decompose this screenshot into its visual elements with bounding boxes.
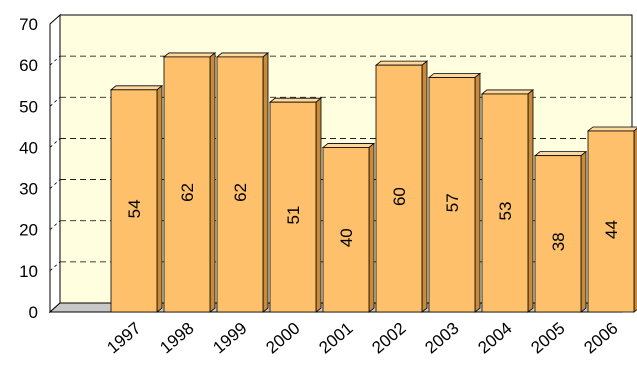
value-labels: 54 62 62 51 40 60 57 53 38 44 xyxy=(125,183,621,251)
bar-value-label: 44 xyxy=(602,220,621,239)
bar-side xyxy=(262,52,269,313)
bar-top xyxy=(215,52,270,58)
y-axis: 0 10 20 30 40 50 60 70 xyxy=(19,15,51,322)
x-tick-label: 2001 xyxy=(315,319,356,358)
gridline-depth xyxy=(49,261,61,272)
gridline-depth xyxy=(49,179,61,189)
x-tick-label: 2005 xyxy=(527,319,568,358)
bar-top xyxy=(533,151,588,157)
bar-front xyxy=(481,93,529,313)
bar-value-label: 62 xyxy=(178,183,197,202)
x-tick-label: 2006 xyxy=(580,319,621,358)
bar-front xyxy=(322,147,370,313)
bar-top xyxy=(268,97,323,103)
bar-side xyxy=(368,142,375,313)
y-tick-label: 60 xyxy=(19,56,38,75)
bar xyxy=(480,89,535,313)
bar-value-label: 38 xyxy=(549,232,568,251)
bar xyxy=(533,150,588,313)
bar-value-label: 54 xyxy=(125,199,144,218)
y-tick-label: 50 xyxy=(19,97,38,116)
x-axis: 1997 1998 1999 2000 2001 2002 2003 2004 2005 2006 xyxy=(103,319,621,358)
bar-front xyxy=(587,130,635,313)
bar-value-label: 40 xyxy=(337,228,356,247)
bar-side xyxy=(315,97,322,313)
bar xyxy=(268,97,323,313)
bar-side xyxy=(580,150,587,313)
gridline-depth xyxy=(49,55,61,66)
bar xyxy=(374,60,429,313)
bar-value-label: 62 xyxy=(231,183,250,202)
x-tick-label: 2000 xyxy=(262,319,303,358)
x-tick-label: 2002 xyxy=(368,319,409,358)
bars xyxy=(109,52,637,313)
bar-value-label: 51 xyxy=(284,206,303,225)
bar-front xyxy=(428,77,476,313)
bar xyxy=(162,52,217,313)
bar-side xyxy=(527,89,534,313)
bar-top xyxy=(586,126,637,132)
bar-top xyxy=(374,60,429,66)
bar-front xyxy=(269,101,317,313)
y-tick-label: 0 xyxy=(29,303,38,322)
bar xyxy=(109,84,164,313)
bar xyxy=(586,126,637,313)
bar xyxy=(427,72,482,313)
bar-top xyxy=(480,89,535,95)
bar-side xyxy=(156,84,163,313)
bar-side xyxy=(209,52,216,313)
bar-front xyxy=(534,155,582,313)
x-tick-label: 1999 xyxy=(209,319,250,358)
bar xyxy=(321,142,376,313)
bar-top xyxy=(162,52,217,58)
y-tick-label: 30 xyxy=(19,180,38,199)
y-tick-label: 70 xyxy=(19,15,38,34)
x-tick-label: 1998 xyxy=(156,319,197,358)
side-wall xyxy=(49,13,61,314)
x-tick-label: 2004 xyxy=(474,319,515,358)
bar-value-label: 53 xyxy=(496,202,515,221)
y-tick-label: 10 xyxy=(19,262,38,281)
bar-front xyxy=(375,64,423,313)
bar-top xyxy=(321,143,376,148)
bar-side xyxy=(421,60,428,313)
bar-front xyxy=(216,56,264,313)
x-tick-label: 2003 xyxy=(421,319,462,358)
gridline-depth xyxy=(49,220,61,231)
y-tick-label: 20 xyxy=(19,221,38,240)
bar-value-label: 57 xyxy=(443,193,462,212)
bar-top xyxy=(109,85,164,91)
bar-side xyxy=(474,72,481,313)
bar-front xyxy=(163,56,211,313)
gridline-depth xyxy=(49,96,61,107)
gridline-depth xyxy=(49,138,61,148)
x-tick-label: 1997 xyxy=(103,319,144,358)
bar xyxy=(215,52,270,313)
bar-top xyxy=(427,73,482,78)
y-tick-label: 40 xyxy=(19,138,38,157)
bar-front xyxy=(110,89,158,313)
bar-value-label: 60 xyxy=(390,187,409,206)
